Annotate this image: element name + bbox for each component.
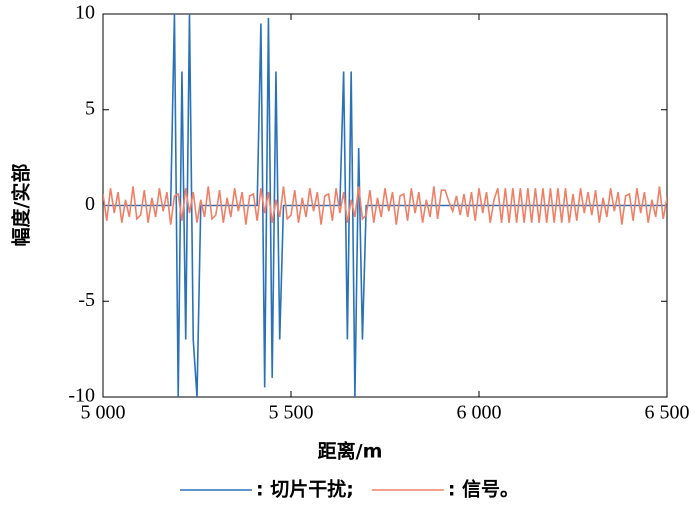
series-line <box>103 13 667 398</box>
y-tick-label: 5 <box>85 97 95 119</box>
x-tick-label: 5 500 <box>269 402 314 424</box>
x-axis-label: 距离/m <box>318 440 383 463</box>
legend-label: : 切片干扰; <box>256 478 354 501</box>
x-tick-label: 6 000 <box>457 402 502 424</box>
y-tick-label: 0 <box>85 193 95 215</box>
series-line <box>103 186 667 225</box>
x-tick-label: 6 500 <box>645 402 690 424</box>
y-tick-label: -10 <box>68 385 95 407</box>
x-tick-label: 5 000 <box>81 402 126 424</box>
legend-label: : 信号。 <box>448 478 519 501</box>
y-axis-label: 幅度/实部 <box>10 164 33 247</box>
y-tick-label: 10 <box>75 2 95 24</box>
y-tick-label: -5 <box>78 289 95 311</box>
